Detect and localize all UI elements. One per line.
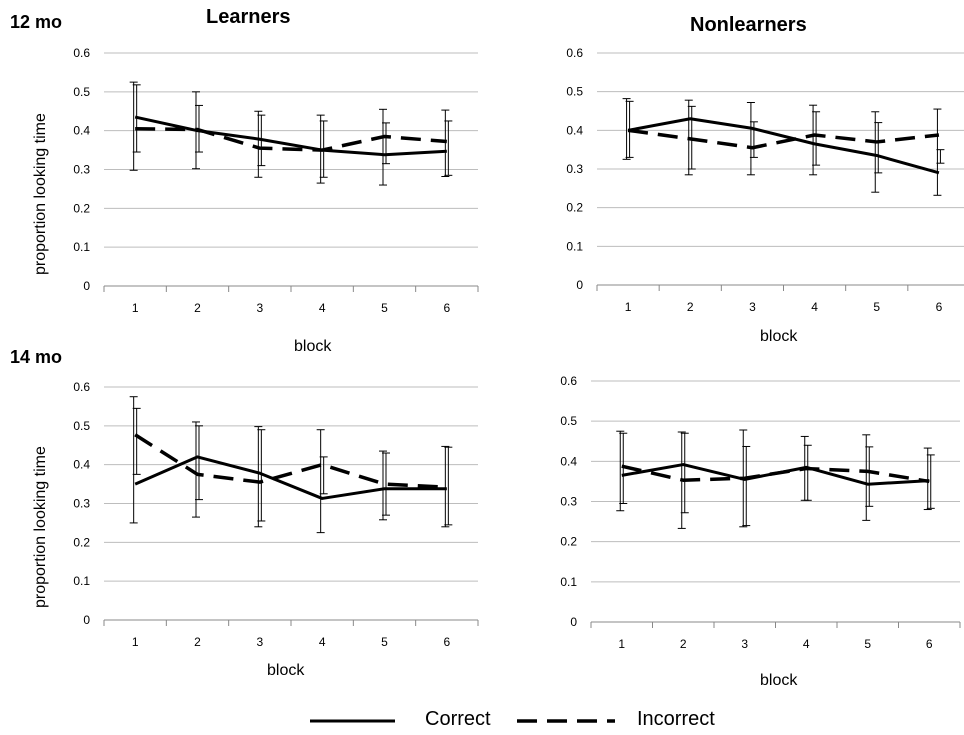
y-tick-label: 0.4 <box>73 458 90 472</box>
legend-correct-label: Correct <box>425 708 491 730</box>
y-tick-label: 0.5 <box>73 85 90 99</box>
y-tick-label: 0.4 <box>560 454 577 468</box>
legend-incorrect-label: Incorrect <box>637 708 715 730</box>
x-axis-label: block <box>294 338 332 355</box>
x-tick-label: 3 <box>256 301 263 315</box>
x-tick-label: 4 <box>803 637 810 651</box>
y-tick-label: 0.6 <box>560 374 577 388</box>
series-line-incorrect <box>627 128 940 150</box>
x-tick-label: 3 <box>256 635 263 649</box>
x-tick-label: 2 <box>194 635 201 649</box>
y-tick-label: 0.2 <box>73 535 90 549</box>
x-axis-label: block <box>760 328 798 345</box>
y-tick-label: 0 <box>570 615 577 629</box>
x-tick-label: 3 <box>741 637 748 651</box>
x-tick-label: 6 <box>443 301 450 315</box>
y-tick-label: 0.6 <box>73 380 90 394</box>
x-tick-label: 4 <box>319 301 326 315</box>
y-tick-label: 0.5 <box>566 85 583 99</box>
y-tick-label: 0.5 <box>73 419 90 433</box>
y-tick-label: 0.2 <box>73 201 90 215</box>
y-tick-label: 0.1 <box>73 574 90 588</box>
y-tick-label: 0 <box>83 613 90 627</box>
y-tick-label: 0 <box>83 279 90 293</box>
col-title-nonlearners: Nonlearners <box>690 14 807 36</box>
x-tick-label: 2 <box>687 300 694 314</box>
x-tick-label: 1 <box>625 300 632 314</box>
x-tick-label: 4 <box>811 300 818 314</box>
x-axis-label: block <box>760 672 798 689</box>
x-axis-label: block <box>267 662 305 679</box>
y-tick-label: 0.3 <box>566 162 583 176</box>
x-tick-label: 2 <box>680 637 687 651</box>
x-tick-label: 5 <box>381 301 388 315</box>
x-tick-label: 5 <box>873 300 880 314</box>
series-line-correct <box>134 115 447 157</box>
x-tick-label: 5 <box>381 635 388 649</box>
x-tick-label: 1 <box>618 637 625 651</box>
y-tick-label: 0.3 <box>560 495 577 509</box>
y-tick-label: 0.6 <box>73 46 90 60</box>
x-tick-label: 3 <box>749 300 756 314</box>
y-tick-label: 0.3 <box>73 497 90 511</box>
x-tick-label: 6 <box>926 637 933 651</box>
row-label-12mo: 12 mo <box>10 12 63 32</box>
x-tick-label: 4 <box>319 635 326 649</box>
series-line-incorrect <box>621 464 930 484</box>
x-tick-label: 5 <box>864 637 871 651</box>
col-title-learners: Learners <box>206 6 291 28</box>
y-tick-label: 0.3 <box>73 163 90 177</box>
y-tick-label: 0.1 <box>560 575 577 589</box>
y-tick-label: 0 <box>576 278 583 292</box>
x-tick-label: 1 <box>132 635 139 649</box>
x-tick-label: 2 <box>194 301 201 315</box>
y-tick-label: 0.5 <box>560 414 577 428</box>
x-tick-label: 6 <box>936 300 943 314</box>
y-tick-label: 0.2 <box>566 201 583 215</box>
y-tick-label: 0.2 <box>560 535 577 549</box>
series-line-incorrect <box>134 433 447 489</box>
y-tick-label: 0.4 <box>73 124 90 138</box>
series-line-correct <box>627 117 940 175</box>
y-tick-label: 0.6 <box>566 46 583 60</box>
y-tick-label: 0.4 <box>566 123 583 137</box>
y-tick-label: 0.1 <box>73 240 90 254</box>
row-label-14mo: 14 mo <box>10 347 63 367</box>
series-line-incorrect <box>135 126 447 152</box>
y-tick-label: 0.1 <box>566 239 583 253</box>
x-tick-label: 6 <box>443 635 450 649</box>
x-tick-label: 1 <box>132 301 139 315</box>
series-line-correct <box>134 455 447 500</box>
